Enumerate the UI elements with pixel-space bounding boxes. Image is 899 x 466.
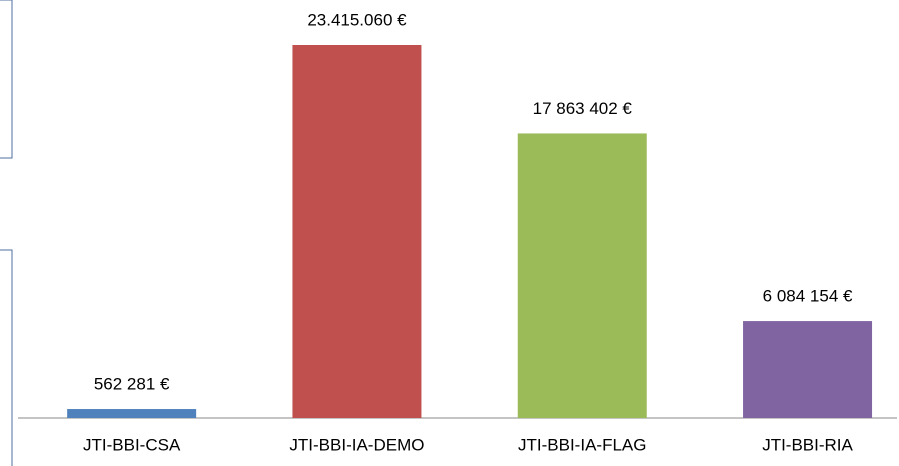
frame-edge [0,0,13,159]
x-tick-label: JTI-BBI-IA-DEMO [289,435,424,454]
bar [67,409,197,418]
bar [292,45,422,418]
frame-edge [0,249,13,466]
value-label: 17 863 402 € [533,99,633,118]
value-label: 23.415.060 € [307,10,407,29]
x-tick-label: JTI-BBI-RIA [762,435,853,454]
x-tick-label: JTI-BBI-CSA [83,435,181,454]
x-tick-label: JTI-BBI-IA-FLAG [518,435,646,454]
bar [517,133,647,419]
value-label: 6 084 154 € [763,287,853,306]
bar [743,321,873,418]
value-label: 562 281 € [94,375,170,394]
